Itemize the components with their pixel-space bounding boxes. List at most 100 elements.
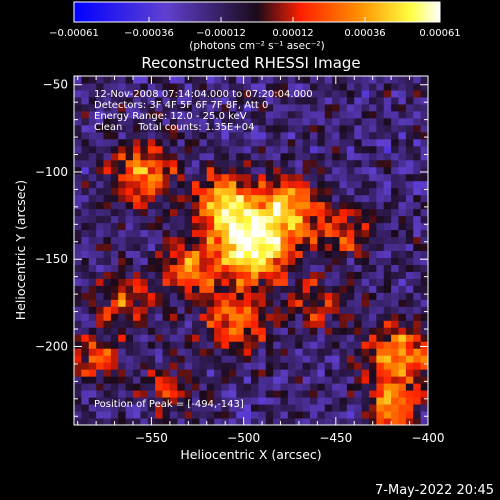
heatmap-cell bbox=[162, 376, 171, 384]
heatmap-cell bbox=[317, 194, 326, 203]
heatmap-cell bbox=[413, 166, 422, 175]
heatmap-cell bbox=[376, 215, 385, 224]
heatmap-cell bbox=[383, 257, 392, 265]
heatmap-cell bbox=[140, 110, 149, 119]
heatmap-cell bbox=[125, 292, 134, 300]
heatmap-cell bbox=[184, 187, 193, 196]
heatmap-cell bbox=[324, 145, 333, 154]
heatmap-cell bbox=[192, 82, 200, 91]
heatmap-cell bbox=[236, 166, 245, 175]
heatmap-cell bbox=[221, 145, 230, 154]
heatmap-cell bbox=[177, 117, 186, 126]
heatmap-cell bbox=[96, 194, 105, 203]
heatmap-cell bbox=[361, 355, 370, 363]
heatmap-cell bbox=[332, 243, 341, 251]
heatmap-cell bbox=[81, 299, 90, 307]
heatmap-cell bbox=[369, 313, 377, 321]
heatmap-cell bbox=[302, 397, 311, 405]
chart-title: Reconstructed RHESSI Image bbox=[141, 54, 360, 72]
heatmap-cell bbox=[169, 362, 178, 370]
heatmap-cell bbox=[251, 341, 259, 349]
y-axis-label: Heliocentric Y (arcsec) bbox=[13, 180, 28, 320]
heatmap-cell bbox=[88, 418, 97, 425]
heatmap-cell bbox=[361, 341, 370, 349]
heatmap-cell bbox=[140, 299, 149, 307]
heatmap-cell bbox=[103, 131, 112, 140]
heatmap-cell bbox=[147, 138, 156, 147]
heatmap-cell bbox=[96, 82, 105, 91]
heatmap-cell bbox=[74, 306, 82, 314]
heatmap-cell bbox=[273, 418, 282, 425]
heatmap-cell bbox=[147, 117, 156, 126]
heatmap-cell bbox=[184, 159, 193, 168]
heatmap-cell bbox=[243, 306, 252, 314]
heatmap-cell bbox=[192, 166, 200, 175]
heatmap-cell bbox=[413, 152, 422, 161]
heatmap-cell bbox=[376, 145, 385, 154]
heatmap-cell bbox=[88, 390, 97, 398]
heatmap-cell bbox=[236, 334, 245, 342]
heatmap-cell bbox=[369, 131, 377, 140]
heatmap-cell bbox=[354, 369, 363, 377]
heatmap-cell bbox=[273, 369, 282, 377]
heatmap-cell bbox=[339, 369, 348, 377]
heatmap-cell bbox=[339, 166, 348, 175]
heatmap-cell bbox=[346, 369, 355, 377]
heatmap-cell bbox=[317, 411, 326, 419]
heatmap-cell bbox=[361, 243, 370, 251]
heatmap-cell bbox=[361, 383, 370, 391]
heatmap-cell bbox=[221, 110, 230, 119]
heatmap-cell bbox=[413, 103, 422, 112]
heatmap-cell bbox=[420, 229, 428, 238]
heatmap-cell bbox=[133, 313, 141, 321]
heatmap-cell bbox=[317, 76, 326, 84]
heatmap-cell bbox=[361, 376, 370, 384]
heatmap-cell bbox=[295, 250, 304, 258]
heatmap-cell bbox=[147, 173, 156, 182]
heatmap-cell bbox=[302, 313, 311, 321]
heatmap-cell bbox=[398, 369, 407, 377]
heatmap-cell bbox=[214, 285, 223, 293]
heatmap-cell bbox=[361, 208, 370, 217]
heatmap-cell bbox=[332, 292, 341, 300]
heatmap-cell bbox=[398, 180, 407, 189]
heatmap-cell bbox=[125, 222, 134, 231]
heatmap-cell bbox=[310, 348, 318, 356]
colorbar-tick-label: 0.00012 bbox=[272, 28, 313, 39]
heatmap-cell bbox=[398, 243, 407, 251]
heatmap-cell bbox=[332, 96, 341, 105]
heatmap-cell bbox=[110, 243, 119, 251]
heatmap-cell bbox=[110, 180, 119, 189]
heatmap-cell bbox=[81, 166, 90, 175]
heatmap-cell bbox=[317, 110, 326, 119]
heatmap-cell bbox=[162, 397, 171, 405]
heatmap-cell bbox=[88, 355, 97, 363]
heatmap-cell bbox=[273, 166, 282, 175]
heatmap-cell bbox=[155, 418, 164, 425]
heatmap-cell bbox=[177, 180, 186, 189]
heatmap-cell bbox=[177, 397, 186, 405]
heatmap-cell bbox=[332, 124, 341, 133]
heatmap-cell bbox=[361, 348, 370, 356]
heatmap-cell bbox=[96, 222, 105, 231]
heatmap-cell bbox=[74, 292, 82, 300]
heatmap-cell bbox=[383, 404, 392, 412]
heatmap-cell bbox=[369, 383, 377, 391]
heatmap-cell bbox=[339, 404, 348, 412]
heatmap-cell bbox=[391, 320, 400, 328]
heatmap-cell bbox=[251, 194, 259, 203]
heatmap-cell bbox=[125, 327, 134, 335]
heatmap-cell bbox=[155, 159, 164, 168]
heatmap-cell bbox=[74, 110, 82, 119]
heatmap-cell bbox=[228, 103, 237, 112]
heatmap-cell bbox=[140, 355, 149, 363]
heatmap-cell bbox=[376, 96, 385, 105]
heatmap-cell bbox=[74, 145, 82, 154]
heatmap-cell bbox=[221, 320, 230, 328]
heatmap-cell bbox=[214, 166, 223, 175]
heatmap-cell bbox=[125, 159, 134, 168]
heatmap-cell bbox=[302, 327, 311, 335]
heatmap-cell bbox=[324, 236, 333, 245]
heatmap-cell bbox=[391, 131, 400, 140]
heatmap-cell bbox=[361, 96, 370, 105]
